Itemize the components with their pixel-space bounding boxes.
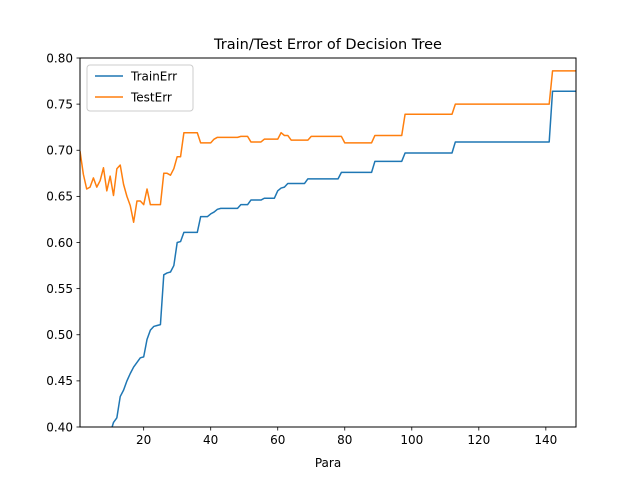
chart-title: Train/Test Error of Decision Tree [213, 37, 442, 53]
series-line-testerr [80, 70, 576, 223]
x-axis: 20 40 60 80 100 120 140 [136, 427, 557, 447]
x-tick-label: 40 [203, 433, 218, 447]
y-tick-label: 0.80 [46, 51, 73, 65]
legend-label-testerr: TestErr [130, 90, 172, 104]
y-tick-label: 0.65 [46, 190, 73, 204]
y-tick-label: 0.70 [46, 144, 73, 158]
y-tick-label: 0.50 [46, 328, 73, 342]
x-tick-label: 120 [467, 433, 490, 447]
legend-label-trainerr: TrainErr [130, 69, 177, 83]
y-tick-label: 0.60 [46, 236, 73, 250]
x-tick-label: 20 [136, 433, 151, 447]
y-tick-label: 0.45 [46, 374, 73, 388]
y-tick-label: 0.40 [46, 420, 73, 434]
y-tick-label: 0.75 [46, 97, 73, 111]
plot-frame [79, 57, 577, 428]
series-layer [80, 70, 576, 427]
x-tick-label: 100 [400, 433, 423, 447]
series-line-trainerr [111, 90, 576, 427]
x-tick-label: 60 [270, 433, 285, 447]
legend: TrainErr TestErr [86, 64, 194, 112]
x-axis-label: Para [315, 456, 341, 470]
y-tick-label: 0.55 [46, 282, 73, 296]
x-tick-label: 80 [337, 433, 352, 447]
y-axis: 0.40 0.45 0.50 0.55 0.60 0.65 0.70 0.75 0.80 [46, 51, 80, 434]
x-tick-label: 140 [534, 433, 557, 447]
